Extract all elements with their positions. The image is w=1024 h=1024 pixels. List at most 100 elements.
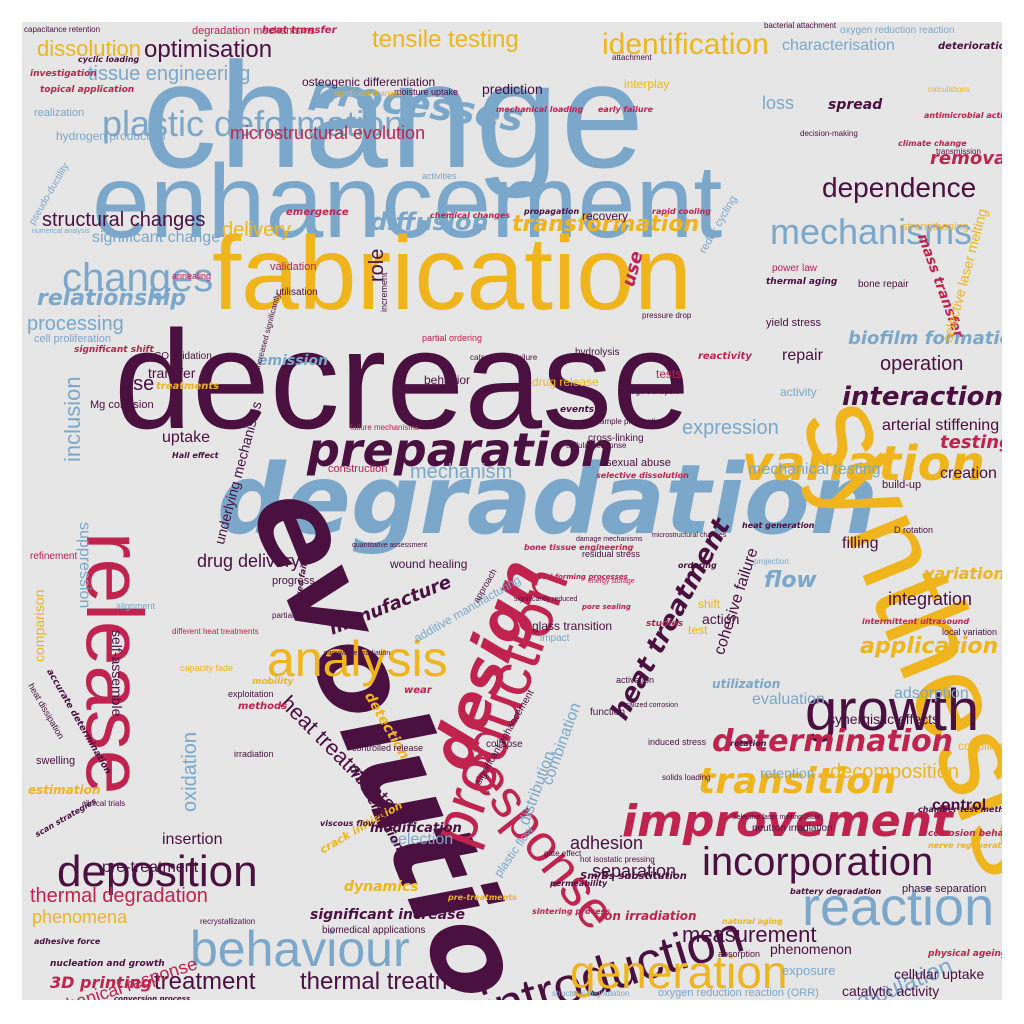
- word: spread: [828, 97, 883, 113]
- word: significant changes: [334, 89, 403, 98]
- word: insertion: [162, 831, 223, 848]
- word: events: [560, 405, 595, 415]
- word: yield stress: [766, 317, 822, 329]
- word: hydrogen production: [56, 129, 166, 143]
- word: removal: [930, 148, 1002, 169]
- word: phenomena: [32, 907, 128, 927]
- word: rapid cooling: [652, 207, 711, 216]
- word: decrease: [114, 301, 690, 458]
- word: deterioration: [938, 41, 1002, 52]
- word: activities: [422, 171, 457, 181]
- word: projection: [754, 557, 789, 566]
- word: failure mechanisms: [350, 423, 419, 432]
- word: microstructural changes: [652, 532, 727, 539]
- word: transmission: [936, 147, 981, 156]
- word: testing: [940, 432, 1002, 453]
- word: variations: [924, 564, 1002, 583]
- word: Hall effect: [172, 451, 219, 460]
- word: nucleation and growth: [50, 959, 165, 969]
- word: wear: [404, 685, 432, 696]
- word: thermal aging: [766, 277, 838, 287]
- word: microstructural evolution: [230, 123, 426, 143]
- word: physical ageing: [928, 949, 1002, 959]
- word: identification: [602, 28, 769, 61]
- word: pre-treatments: [448, 893, 517, 902]
- word: reaction: [802, 877, 995, 937]
- word: dynamics: [344, 879, 419, 895]
- word: pressure drop: [642, 311, 692, 320]
- word: wound healing: [390, 557, 468, 571]
- word: interactions: [842, 382, 1002, 412]
- word: numerical analysis: [32, 228, 90, 235]
- word: shift: [698, 597, 721, 611]
- word: deposition: [57, 847, 258, 896]
- word: structural changes: [42, 209, 206, 231]
- word: application: [860, 634, 999, 659]
- word: mechanical loading: [496, 105, 584, 114]
- word: separation: [592, 861, 677, 881]
- word: activation: [616, 675, 655, 685]
- word: alignment: [116, 601, 156, 611]
- word: chamber test methods: [918, 805, 1002, 814]
- word: climate change: [898, 139, 967, 148]
- word: repair: [782, 347, 823, 364]
- word: cyclic loading: [78, 55, 140, 64]
- word: oxidation: [179, 731, 201, 812]
- word: catastrophic failure: [470, 353, 538, 362]
- word: viscous flow: [320, 819, 376, 828]
- word: tests: [656, 367, 682, 381]
- word: irradiation: [234, 749, 274, 759]
- word: cellular uptake: [894, 966, 985, 982]
- word: changes: [62, 256, 214, 300]
- word: charge transport: [620, 387, 679, 396]
- word: metal forming processes: [530, 573, 628, 581]
- word: preparation: [307, 423, 614, 477]
- word: collapse: [486, 739, 523, 750]
- word: improvement: [622, 796, 953, 847]
- word: plastic deformation: [102, 103, 405, 144]
- word: modification: [370, 821, 462, 836]
- word: combination: [539, 700, 585, 788]
- word: residual stress: [582, 549, 641, 559]
- word: intermittent ultrasound: [862, 617, 970, 626]
- word: mobility: [252, 677, 294, 687]
- word: build-up: [882, 479, 922, 491]
- word: degradation mechanisms: [192, 25, 315, 37]
- word: measurement: [682, 922, 817, 947]
- word: bacterial attachment: [764, 22, 837, 30]
- word: rotation: [730, 739, 767, 748]
- word: arterial stiffening: [882, 417, 1000, 434]
- word: methods: [238, 701, 288, 712]
- word: hydrolysis: [575, 347, 620, 358]
- word: D rotation: [894, 525, 934, 535]
- word: bone tissue engineering: [524, 543, 634, 552]
- word: neutron irradiation: [752, 823, 833, 834]
- word: sample preparation: [596, 417, 665, 426]
- word: optimisation: [144, 36, 273, 63]
- word: drug delivery: [197, 551, 301, 571]
- word: decomposition: [830, 761, 959, 783]
- word: retention: [760, 765, 815, 781]
- word: determination: [712, 724, 954, 759]
- word: biofilm formation: [848, 328, 1002, 349]
- word: mechanisms: [770, 211, 973, 252]
- word: coupling: [958, 739, 1002, 753]
- word: increment: [379, 272, 389, 312]
- word: impact: [540, 633, 570, 644]
- word: transition: [698, 761, 897, 802]
- word: oxygen reduction reaction (ORR): [658, 987, 819, 999]
- word: recovery: [582, 209, 629, 223]
- word: Sm/Bs substitution: [580, 871, 687, 882]
- word: comparison: [31, 589, 47, 662]
- word: transformation: [512, 212, 700, 237]
- word: induced stress: [648, 737, 707, 747]
- word: significantly reduced: [514, 596, 578, 603]
- word: utilization: [712, 677, 781, 691]
- word: ordering: [678, 561, 717, 570]
- word: energy storage: [588, 578, 635, 585]
- word: swelling: [36, 755, 76, 767]
- word: realization: [34, 107, 85, 119]
- word: estimation: [28, 783, 101, 797]
- word: structural degradation: [552, 989, 630, 998]
- word: cellular response: [566, 441, 627, 450]
